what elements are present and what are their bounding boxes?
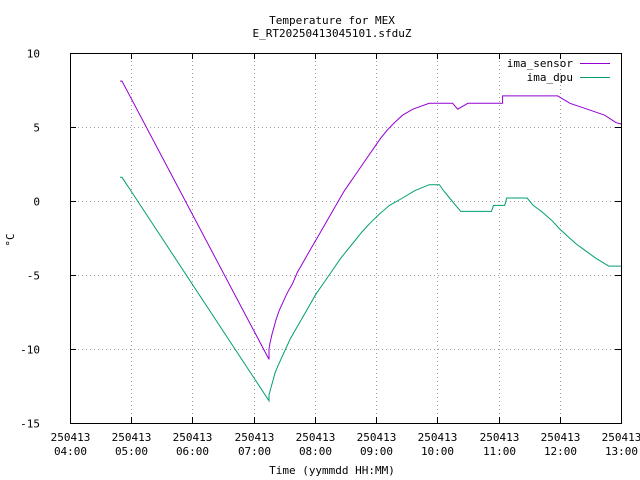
x-tick-time-label: 08:00 — [299, 445, 332, 458]
x-tick-date-label: 250413 — [602, 431, 640, 444]
grid-layer — [70, 53, 621, 423]
x-tick-time-label: 07:00 — [238, 445, 271, 458]
legend: ima_sensor ima_dpu — [507, 57, 610, 84]
x-tick-time-label: 12:00 — [544, 445, 577, 458]
x-tick-time-label: 11:00 — [483, 445, 516, 458]
x-tick-date-label: 250413 — [357, 431, 397, 444]
x-tick-time-label: 06:00 — [176, 445, 209, 458]
y-tick-label: -10 — [20, 344, 40, 357]
x-tick-time-label: 05:00 — [115, 445, 148, 458]
x-tick-date-label: 250413 — [418, 431, 458, 444]
x-tick-time-label: 10:00 — [421, 445, 454, 458]
chart-subtitle: E_RT20250413045101.sfduZ — [253, 27, 412, 40]
x-tick-date-label: 250413 — [112, 431, 152, 444]
x-tick-date-label: 250413 — [51, 431, 91, 444]
y-tick-label: 10 — [27, 48, 40, 61]
plot-frame — [70, 53, 622, 424]
tick-layer — [70, 53, 622, 424]
series-line-ima-sensor — [120, 80, 622, 360]
x-tick-date-label: 250413 — [541, 431, 581, 444]
x-tick-date-label: 250413 — [235, 431, 275, 444]
x-tick-time-label: 04:00 — [54, 445, 87, 458]
x-tick-date-label: 250413 — [480, 431, 520, 444]
series-layer — [120, 80, 622, 403]
chart-title: Temperature for MEX — [269, 14, 395, 27]
legend-label-ima-dpu: ima_dpu — [527, 71, 573, 84]
x-axis-label: Time (yymmdd HH:MM) — [269, 464, 395, 477]
y-axis-label: °C — [4, 233, 17, 246]
legend-label-ima-sensor: ima_sensor — [507, 57, 574, 70]
y-tick-label: 0 — [33, 196, 40, 209]
y-tick-label: 5 — [33, 122, 40, 135]
series-line-ima-dpu — [120, 176, 621, 403]
label-layer: -15-10-5051025041304:0025041305:00250413… — [20, 48, 640, 459]
x-tick-date-label: 250413 — [296, 431, 336, 444]
y-tick-label: -15 — [20, 418, 40, 431]
x-tick-time-label: 13:00 — [605, 445, 638, 458]
y-tick-label: -5 — [27, 270, 40, 283]
x-tick-time-label: 09:00 — [360, 445, 393, 458]
x-tick-date-label: 250413 — [173, 431, 213, 444]
